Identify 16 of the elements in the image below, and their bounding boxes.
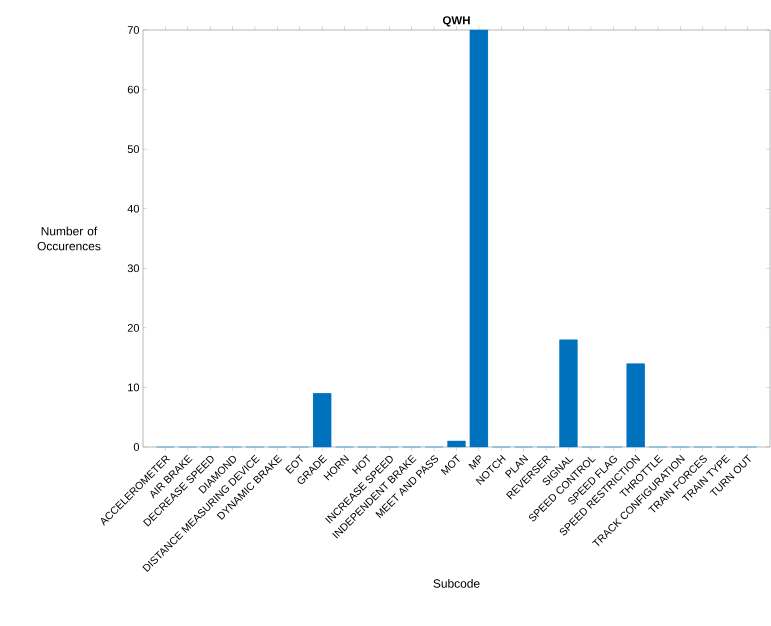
x-axis-title: Subcode xyxy=(433,578,480,588)
y-tick-label: 60 xyxy=(128,86,140,94)
y-tick-label: 50 xyxy=(128,145,140,154)
y-tick-label: 0 xyxy=(134,443,140,451)
bar xyxy=(626,363,645,448)
y-tick-label: 30 xyxy=(128,264,140,272)
bar xyxy=(559,340,578,448)
y-tick-label: 20 xyxy=(128,324,140,332)
bar xyxy=(447,440,466,448)
y-tick-label: 10 xyxy=(128,384,140,392)
bar xyxy=(470,30,488,448)
bar xyxy=(312,393,332,448)
chart-title: QWH xyxy=(442,16,470,26)
y-tick-label: 40 xyxy=(128,204,140,213)
y-tick-label: 70 xyxy=(128,26,140,34)
y-axis-title: Number of Occurences xyxy=(38,226,100,250)
